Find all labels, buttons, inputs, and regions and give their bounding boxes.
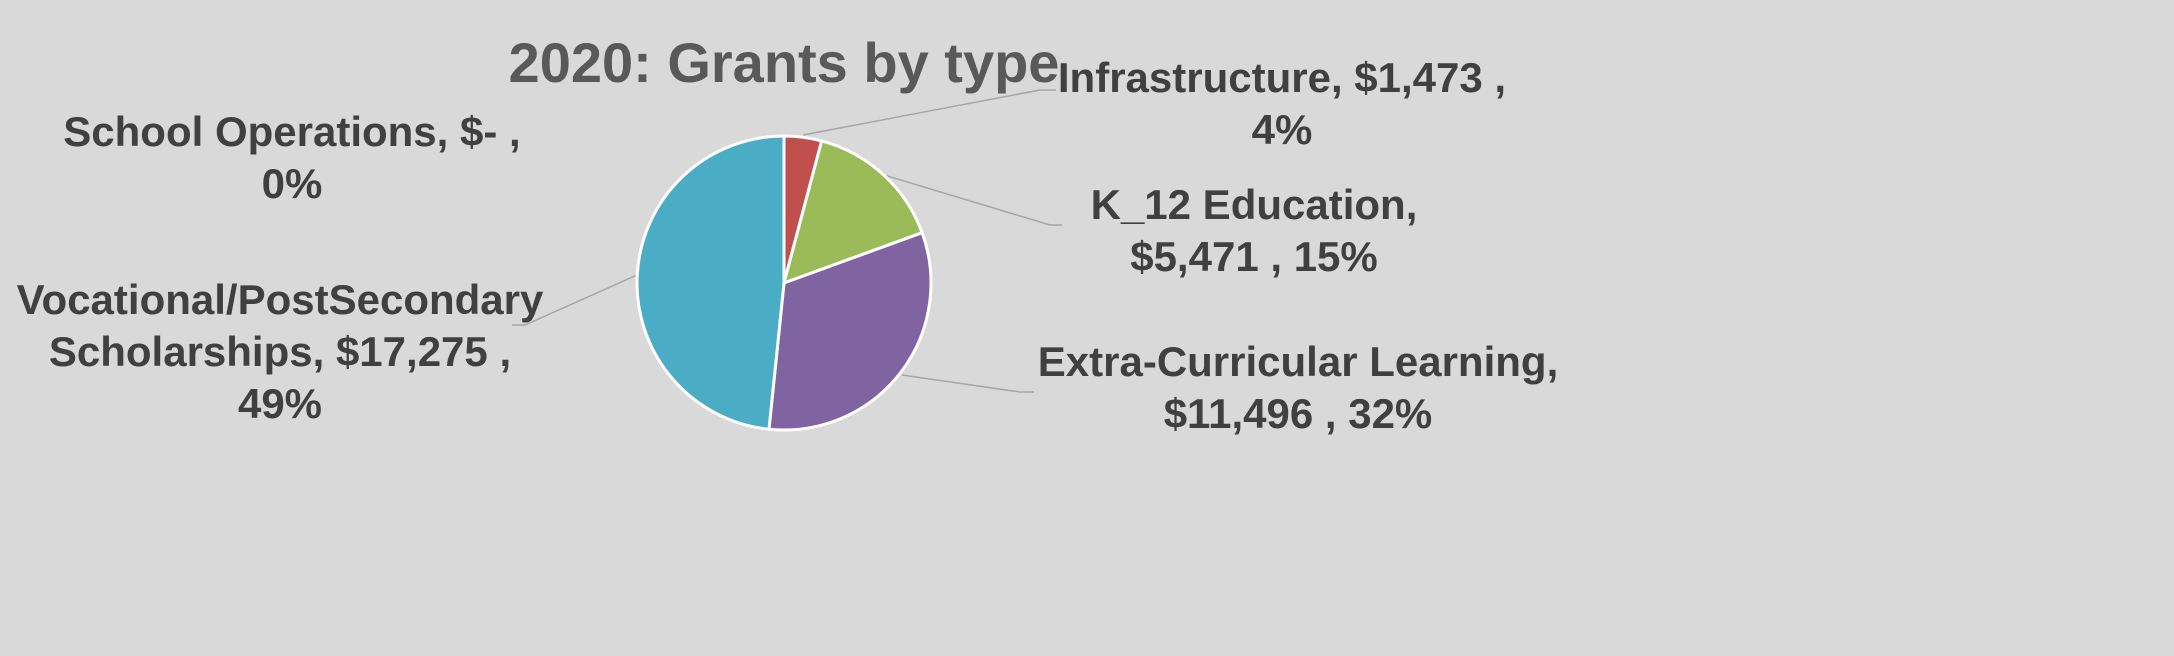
label-percent: 32% bbox=[1348, 390, 1433, 437]
label-value: $5,471 , bbox=[1130, 233, 1283, 280]
data-label: School Operations, $- , 0% bbox=[62, 106, 522, 210]
label-category: Vocational/PostSecondary Scholarships, bbox=[16, 276, 544, 375]
label-value: $- , bbox=[460, 108, 521, 155]
pie-slice bbox=[767, 230, 933, 432]
label-value: $11,496 , bbox=[1163, 390, 1337, 437]
leader-line bbox=[512, 274, 638, 326]
pie-slice bbox=[635, 134, 786, 431]
leader-line bbox=[901, 374, 1034, 393]
chart-title: 2020: Grants by type bbox=[508, 31, 1060, 94]
leader-line bbox=[883, 174, 1062, 226]
label-category: K_12 Education, bbox=[1090, 181, 1418, 228]
data-label: Infrastructure, $1,473 , 4% bbox=[1032, 52, 1532, 156]
label-percent: 49% bbox=[237, 380, 323, 427]
data-label: K_12 Education, $5,471 , 15% bbox=[1034, 179, 1474, 283]
label-percent: 4% bbox=[1251, 106, 1313, 153]
leader-line bbox=[802, 89, 1056, 136]
pie-slice bbox=[781, 139, 925, 286]
label-category: Extra-Curricular Learning, bbox=[1037, 338, 1559, 385]
label-percent: 15% bbox=[1293, 233, 1378, 280]
label-category: School Operations, bbox=[63, 108, 449, 155]
label-category: Infrastructure, bbox=[1057, 54, 1343, 101]
data-label: Vocational/PostSecondary Scholarships, $… bbox=[10, 274, 550, 430]
label-value: $1,473 , bbox=[1354, 54, 1507, 101]
label-percent: 0% bbox=[261, 160, 323, 207]
data-label: Extra-Curricular Learning, $11,496 , 32% bbox=[1018, 336, 1578, 440]
label-value: $17,275 , bbox=[335, 328, 512, 375]
